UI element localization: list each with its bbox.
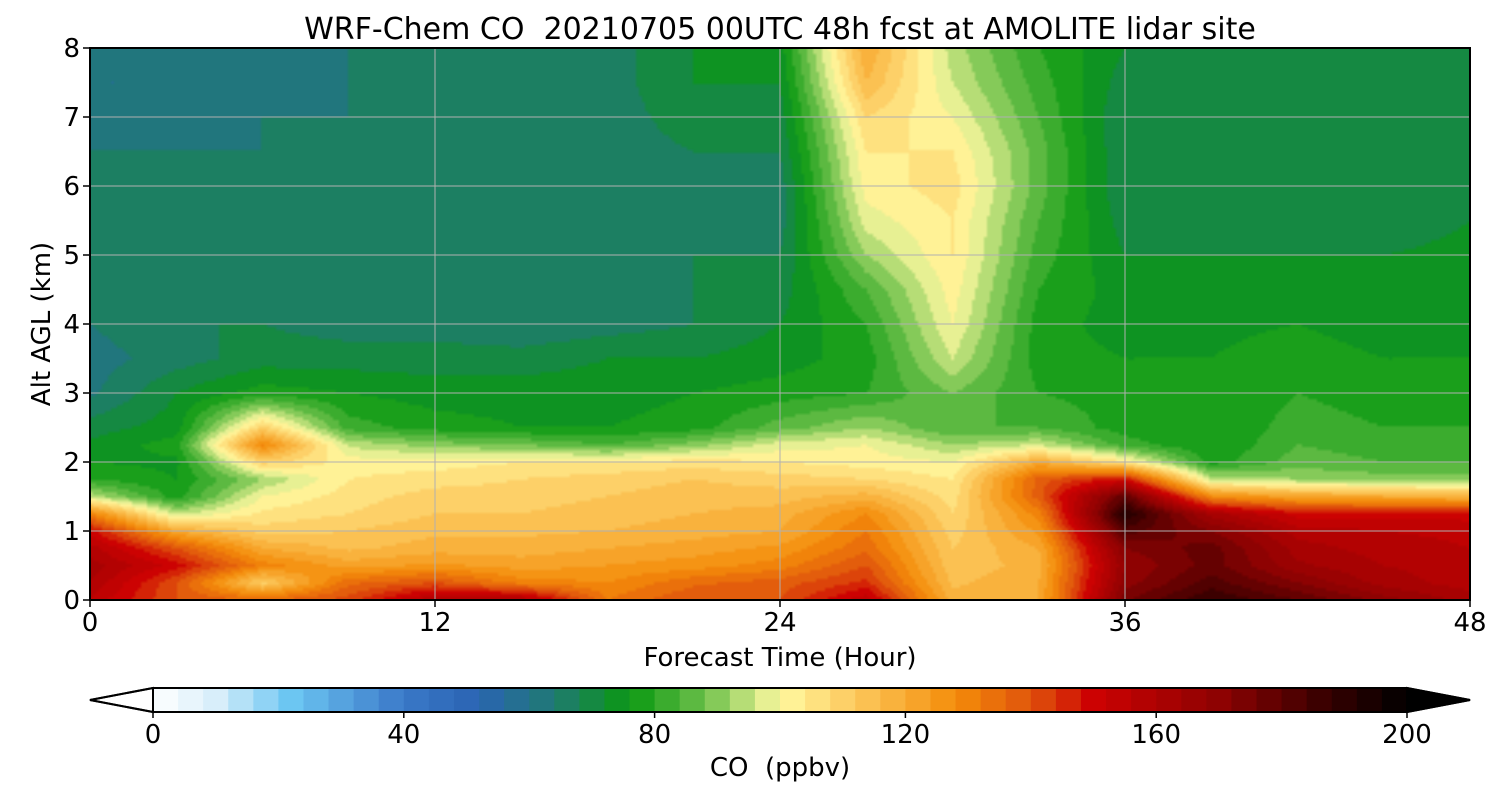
colorbar-segment	[554, 688, 580, 712]
y-axis-label: Alt AGL (km)	[27, 242, 57, 406]
colorbar-segment	[1281, 688, 1308, 712]
colorbar-segment	[303, 688, 330, 712]
colorbar-segment	[1156, 688, 1182, 712]
y-tick-label: 6	[63, 172, 80, 202]
colorbar-segment	[1080, 688, 1107, 712]
colorbar-segment	[1306, 688, 1333, 712]
colorbar-segments	[153, 688, 1408, 712]
colorbar-under-extension	[89, 686, 154, 714]
y-tick-label: 1	[63, 517, 80, 547]
x-tick-label: 0	[82, 608, 99, 638]
y-tick-label: 5	[63, 241, 80, 271]
colorbar-segment	[1356, 688, 1383, 712]
colorbar-segment	[203, 688, 229, 712]
colorbar-segment	[353, 688, 380, 712]
colorbar-tick-label: 120	[881, 720, 931, 750]
colorbar-segment	[1331, 688, 1358, 712]
colorbar-segment	[1206, 688, 1233, 712]
colorbar-label: CO (ppbv)	[710, 753, 850, 783]
colorbar-segment	[403, 688, 430, 712]
colorbar-segment	[930, 688, 957, 712]
colorbar-segment	[1181, 688, 1207, 712]
colorbar-segment	[504, 688, 530, 712]
colorbar: 0 40 80 120 160 200 CO (ppbv)	[89, 686, 1471, 783]
colorbar-segment	[253, 688, 279, 712]
colorbar-segment	[153, 688, 179, 712]
colorbar-segment	[1381, 688, 1408, 712]
colorbar-tick-label: 160	[1131, 720, 1181, 750]
grid	[90, 48, 1470, 600]
colorbar-segment	[780, 688, 806, 712]
colorbar-segment	[428, 688, 455, 712]
colorbar-segment	[729, 688, 756, 712]
colorbar-segment	[830, 688, 856, 712]
y-tick-label: 7	[63, 103, 80, 133]
colorbar-segment	[278, 688, 305, 712]
x-tick-label: 36	[1108, 608, 1141, 638]
colorbar-segment	[980, 688, 1007, 712]
colorbar-segment	[529, 688, 555, 712]
y-tick-label: 4	[63, 310, 80, 340]
colorbar-tick-label: 80	[638, 720, 671, 750]
colorbar-over-extension	[1406, 686, 1471, 714]
colorbar-segment	[629, 688, 656, 712]
colorbar-segment	[604, 688, 631, 712]
colorbar-segment	[855, 688, 881, 712]
y-tick-label: 0	[63, 586, 80, 616]
y-tick-label: 8	[63, 34, 80, 64]
colorbar-segment	[905, 688, 932, 712]
y-axis: 0 1 2 3 4 5 6 7 8	[63, 34, 90, 616]
chart-title: WRF-Chem CO 20210705 00UTC 48h fcst at A…	[304, 12, 1256, 47]
x-tick-label: 48	[1453, 608, 1486, 638]
colorbar-segment	[654, 688, 681, 712]
x-tick-label: 12	[418, 608, 451, 638]
x-axis-label: Forecast Time (Hour)	[643, 643, 916, 673]
colorbar-tick-label: 0	[145, 720, 162, 750]
colorbar-segment	[579, 688, 606, 712]
colorbar-tick-label: 200	[1382, 720, 1432, 750]
colorbar-segment	[228, 688, 254, 712]
x-axis: 0 12 24 36 48	[82, 600, 1487, 638]
colorbar-ticks: 0 40 80 120 160 200	[145, 712, 1432, 750]
x-tick-label: 24	[763, 608, 796, 638]
colorbar-segment	[1005, 688, 1032, 712]
colorbar-segment	[704, 688, 731, 712]
colorbar-segment	[1106, 688, 1132, 712]
colorbar-segment	[378, 688, 405, 712]
y-tick-label: 3	[63, 379, 80, 409]
colorbar-segment	[805, 688, 831, 712]
colorbar-segment	[1231, 688, 1258, 712]
colorbar-segment	[1131, 688, 1157, 712]
colorbar-segment	[1030, 688, 1057, 712]
colorbar-segment	[1055, 688, 1082, 712]
y-tick-label: 2	[63, 448, 80, 478]
colorbar-segment	[880, 688, 906, 712]
colorbar-segment	[479, 688, 505, 712]
colorbar-segment	[679, 688, 706, 712]
colorbar-segment	[178, 688, 204, 712]
colorbar-segment	[328, 688, 355, 712]
colorbar-tick-label: 40	[387, 720, 420, 750]
colorbar-segment	[955, 688, 982, 712]
colorbar-segment	[754, 688, 781, 712]
colorbar-segment	[453, 688, 480, 712]
colorbar-segment	[1256, 688, 1283, 712]
